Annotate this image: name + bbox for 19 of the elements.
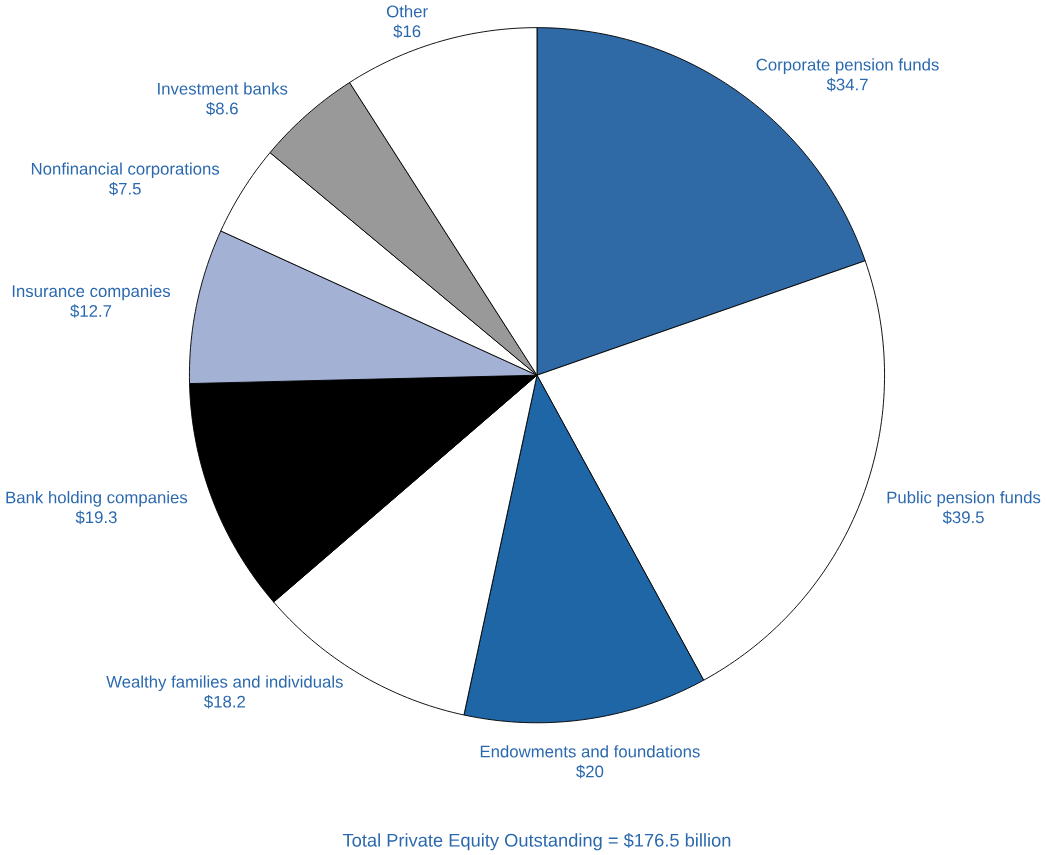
slice-label: Investment banks bbox=[158, 82, 288, 95]
data-label: $20 bbox=[576, 764, 604, 779]
text: Total Private Equity Outstanding = $176.5 billion bbox=[342, 832, 731, 851]
data-label: $12.7 bbox=[70, 304, 112, 318]
slice-label: Nonfinancial corporations bbox=[31, 162, 220, 178]
data-label: $8.6 bbox=[206, 101, 238, 116]
slice-label: Corporate pension funds bbox=[756, 58, 939, 74]
slice-label: Public pension funds bbox=[887, 490, 1041, 507]
slice-label: Insurance companies bbox=[12, 284, 171, 301]
data-label: $18.2 bbox=[204, 694, 245, 709]
data-label: $16 bbox=[393, 24, 421, 38]
data-label: $19.3 bbox=[75, 510, 117, 524]
slice-label: Other bbox=[386, 4, 428, 18]
data-label: $39.5 bbox=[942, 510, 984, 524]
slice-label: Endowments and foundations bbox=[480, 744, 700, 758]
slice-label: Wealthy families and individuals bbox=[106, 675, 343, 691]
data-label: $34.7 bbox=[826, 77, 868, 92]
slice-label: Bank holding companies bbox=[6, 490, 188, 507]
data-label: $7.5 bbox=[109, 181, 141, 196]
